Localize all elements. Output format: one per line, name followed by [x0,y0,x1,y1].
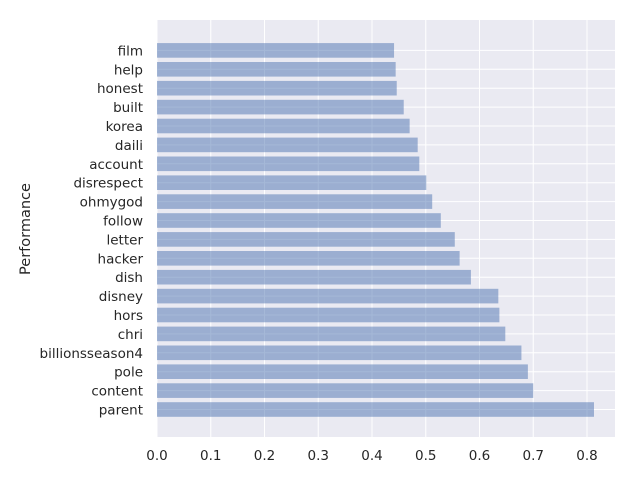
bar-billionsseason4 [157,345,522,361]
bar-built [157,99,404,115]
y-tick-label: built [113,100,143,116]
bar-korea [157,118,410,134]
y-tick-label: daili [115,138,143,154]
y-tick-label: letter [107,232,144,248]
y-tick-label: chri [118,327,143,343]
bar-film [157,43,395,58]
x-tick-label: 0.0 [146,448,167,464]
y-tick-label: follow [103,214,143,230]
bar-content [157,383,534,398]
y-tick-label: disrespect [73,176,143,192]
x-tick-label: 0.7 [523,448,544,464]
bar-pole [157,364,528,379]
y-tick-label: film [118,43,143,59]
y-tick-label: billionsseason4 [40,346,143,362]
y-tick-label: ohmygod [80,195,143,211]
y-tick-label: hacker [98,251,144,267]
y-tick-label: disney [99,289,143,305]
x-tick-label: 0.6 [469,448,490,464]
y-axis-label: Performance [18,183,34,275]
x-tick-label: 0.3 [308,448,329,464]
y-tick-label: hors [114,308,143,324]
bars [157,43,594,417]
bar-daili [157,137,418,153]
x-tick-label: 0.4 [361,448,382,464]
bar-disrespect [157,175,427,190]
y-tick-label: account [89,157,143,173]
bar-dish [157,269,471,285]
bar-hacker [157,251,460,266]
y-tick-label: pole [114,365,143,381]
x-tick-labels: 0.0 0.1 0.2 0.3 0.4 0.5 0.6 0.7 0.8 [146,448,597,464]
x-tick-label: 0.2 [254,448,275,464]
y-tick-label: help [114,62,143,78]
bar-disney [157,288,499,304]
x-tick-label: 0.1 [200,448,221,464]
y-tick-label: parent [99,403,143,419]
bar-honest [157,80,397,96]
bar-letter [157,232,455,247]
bar-chri [157,326,506,342]
x-tick-label: 0.8 [576,448,597,464]
y-tick-label: dish [115,270,143,286]
bar-help [157,62,396,77]
y-tick-labels: parent content pole billionsseason4 chri hors… [40,43,144,418]
y-tick-label: korea [106,119,143,135]
bar-follow [157,213,441,228]
y-tick-label: honest [97,81,143,97]
bar-ohmygod [157,194,433,209]
bar-parent [157,402,594,417]
bar-hors [157,307,500,323]
x-tick-label: 0.5 [415,448,436,464]
bar-account [157,156,420,172]
y-tick-label: content [91,384,143,400]
